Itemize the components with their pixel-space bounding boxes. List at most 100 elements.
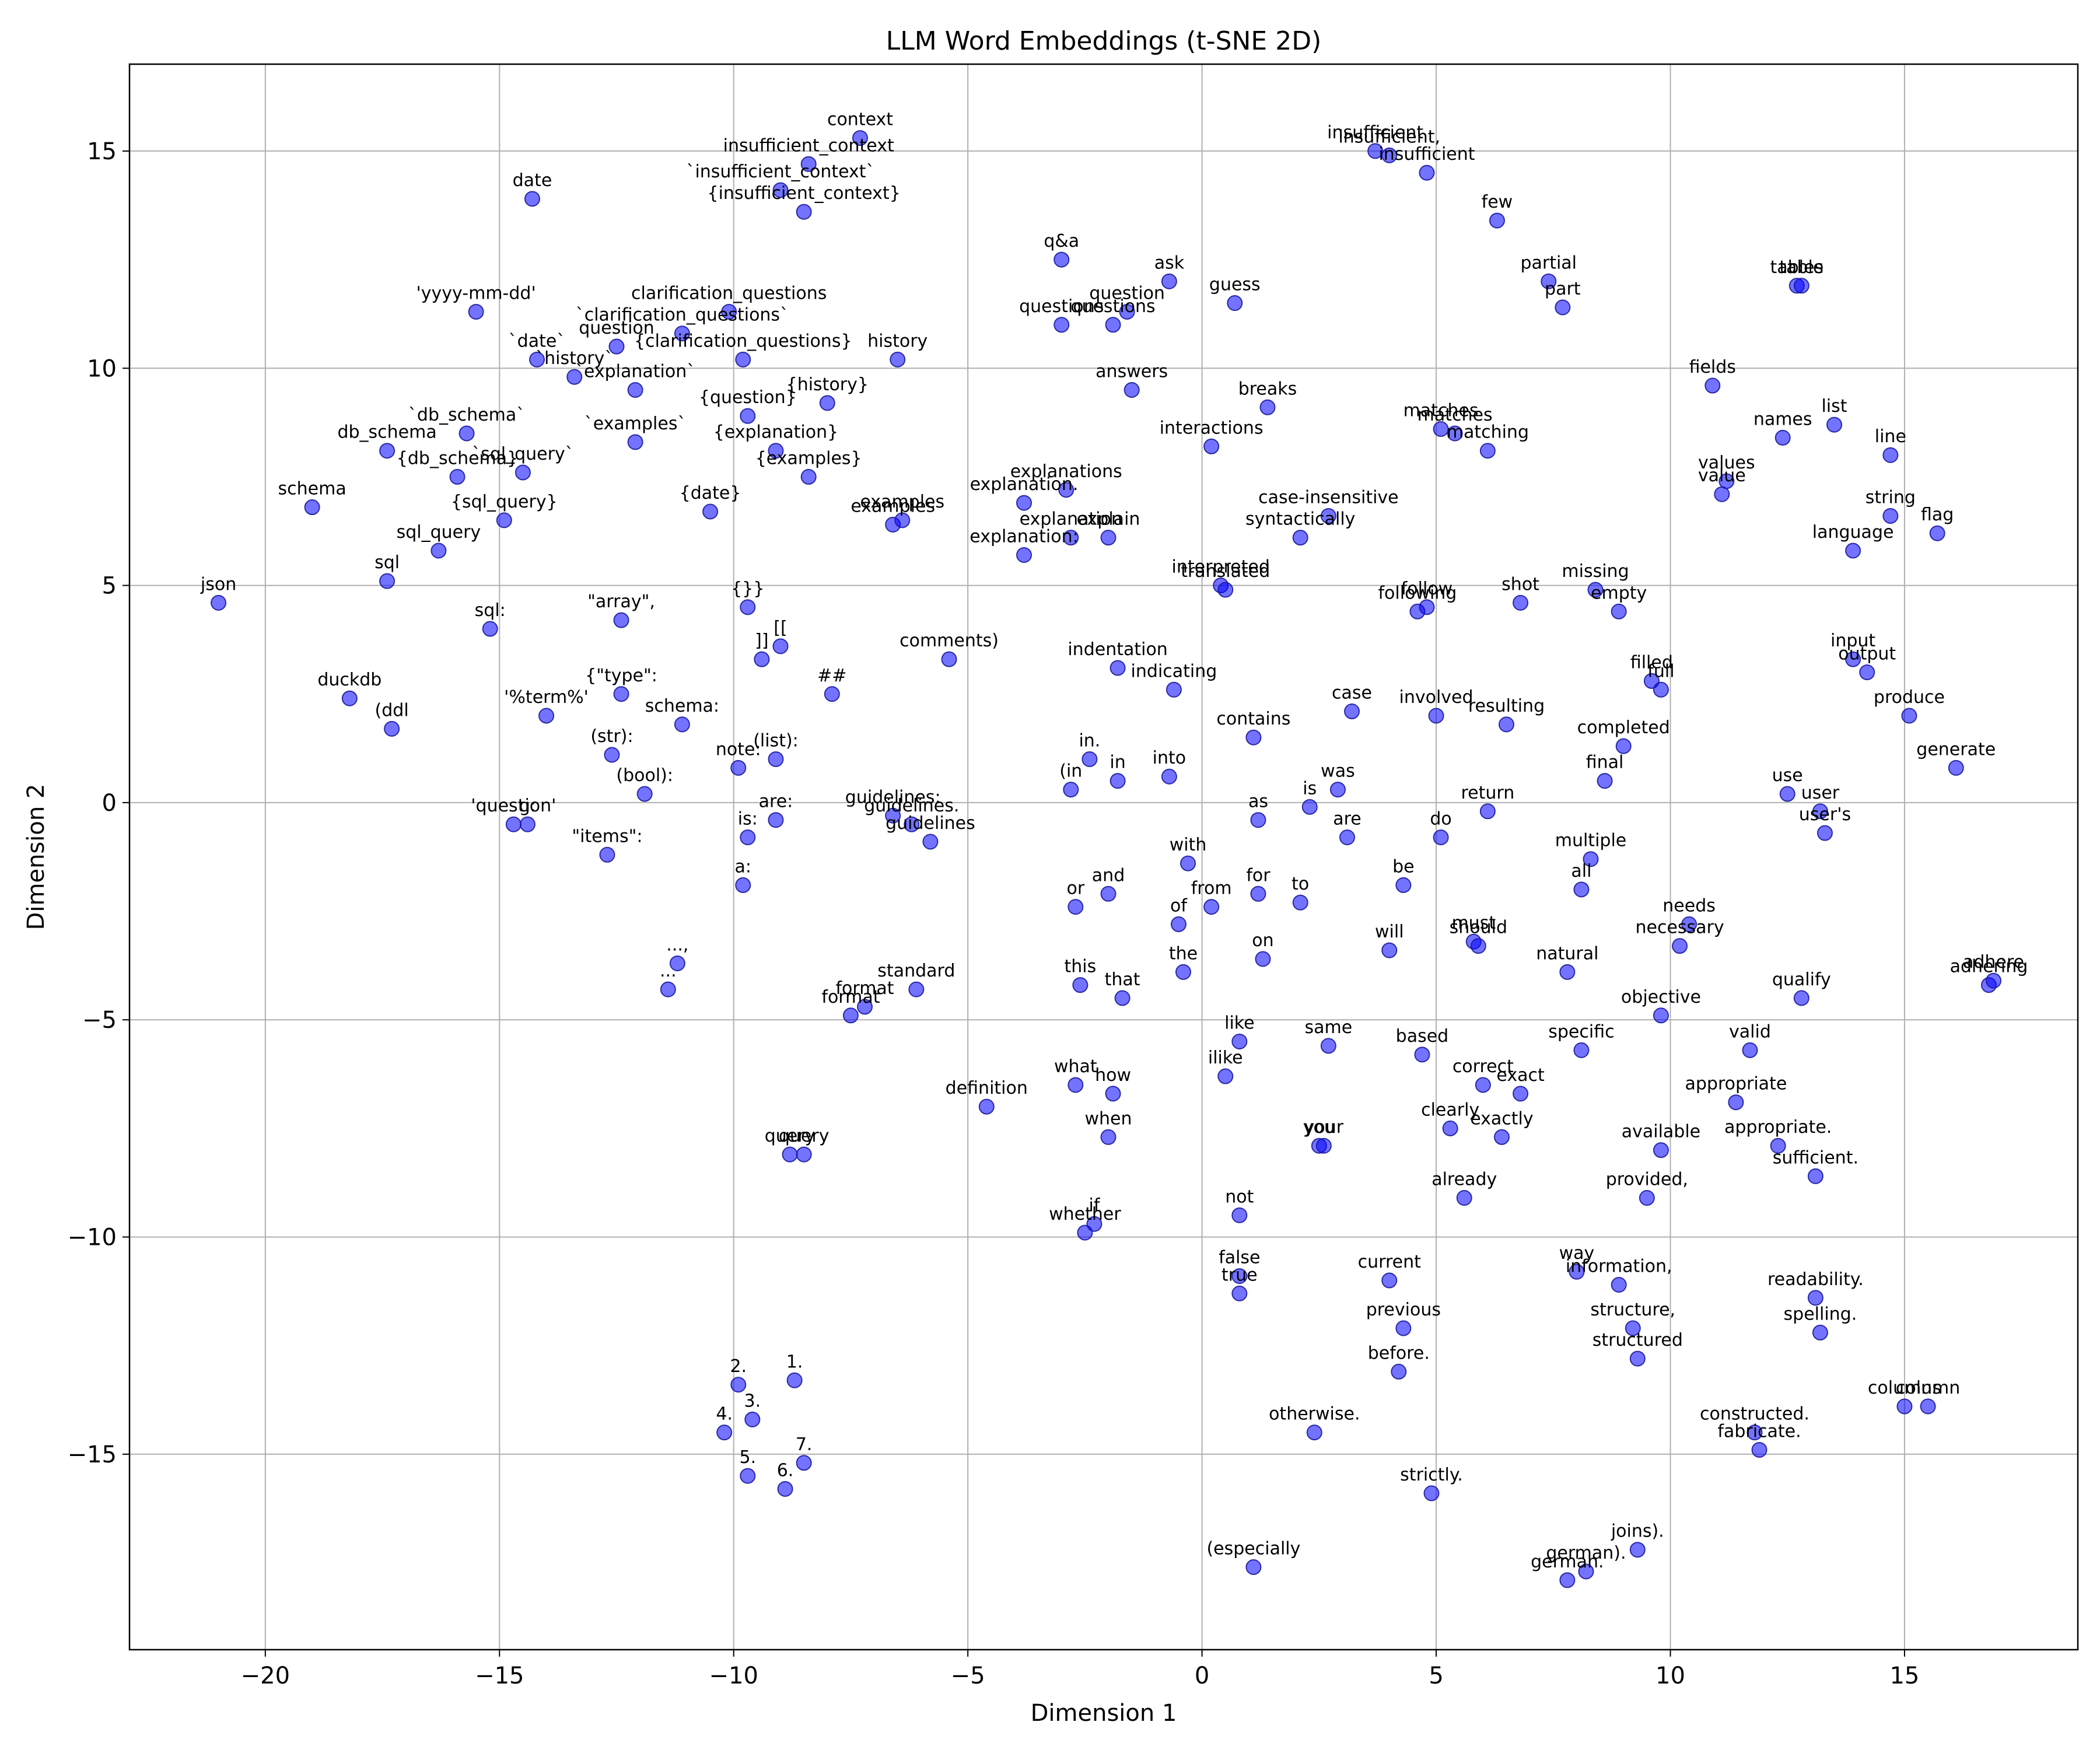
point-label: `sql_query`: [472, 444, 574, 464]
grid-lines: [130, 64, 2078, 1650]
data-point: [211, 594, 227, 611]
data-point: [978, 1098, 995, 1115]
point-label: multiple: [1555, 831, 1627, 851]
data-point: [1714, 486, 1730, 502]
point-label: `clarification_questions`: [576, 305, 789, 326]
data-point: [1016, 495, 1032, 511]
point-label: matching: [1447, 422, 1529, 443]
point-label: needs: [1662, 895, 1716, 916]
data-point: [772, 638, 789, 654]
point-label: be: [1392, 856, 1415, 877]
point-label: resulting: [1468, 696, 1545, 716]
data-point: [1489, 212, 1505, 229]
data-point: [1629, 1350, 1646, 1367]
data-point: [735, 351, 751, 368]
point-label: case-insensitive: [1258, 487, 1399, 508]
point-label: input: [1831, 631, 1875, 651]
data-point: [1231, 1285, 1248, 1301]
data-point: [1793, 990, 1810, 1006]
point-label: "items":: [572, 826, 642, 846]
point-label: {sql_query}: [451, 492, 558, 512]
point-label: db_schema: [337, 422, 436, 443]
point-label: insufficient_context: [723, 135, 894, 156]
data-point: [1161, 273, 1177, 289]
point-label: should: [1450, 918, 1507, 938]
data-point: [1774, 429, 1791, 446]
point-label: translated: [1181, 561, 1270, 582]
point-label: in.: [1079, 730, 1100, 751]
data-point: [608, 338, 625, 355]
data-point: [730, 760, 747, 776]
point-label: is:: [738, 808, 758, 829]
point-label: indicating: [1131, 661, 1217, 681]
point-label: objective: [1621, 987, 1701, 1007]
data-point: [1419, 599, 1435, 615]
data-point: [1395, 877, 1412, 893]
data-point: [768, 812, 784, 828]
data-point: [1428, 708, 1444, 724]
point-label: return: [1461, 783, 1514, 803]
point-label: same: [1305, 1017, 1353, 1038]
point-label: indentation: [1068, 639, 1167, 660]
point-label: spelling.: [1784, 1304, 1857, 1324]
data-point: [538, 708, 555, 724]
data-point: [941, 651, 957, 667]
data-point: [922, 834, 939, 850]
point-label: the: [1169, 943, 1198, 964]
point-label: {clarification_questions}: [634, 331, 852, 351]
data-point: [1672, 938, 1688, 954]
point-label: syntactically: [1245, 509, 1355, 530]
data-point: [1479, 803, 1496, 820]
point-label: 5.: [739, 1447, 756, 1468]
point-label: german.: [1531, 1552, 1604, 1572]
point-label: column: [1896, 1378, 1960, 1398]
point-label: clearly: [1421, 1100, 1479, 1120]
data-point: [1166, 681, 1182, 698]
data-point: [1826, 416, 1842, 433]
point-label: questions: [1019, 296, 1104, 317]
data-point: [1110, 773, 1126, 789]
data-point: [1423, 1485, 1440, 1502]
data-point: [1611, 603, 1627, 620]
point-label: into: [1153, 748, 1186, 768]
data-point: [660, 981, 676, 998]
data-point: [1255, 951, 1271, 967]
data-point: [496, 512, 512, 528]
point-label: on: [1252, 930, 1273, 951]
point-label: context: [827, 110, 893, 130]
data-point: [519, 816, 536, 832]
data-point: [1812, 803, 1828, 820]
data-point: [1058, 482, 1074, 498]
point-label: necessary: [1635, 918, 1724, 938]
data-point: [1119, 303, 1135, 320]
point-label: correct: [1452, 1056, 1514, 1077]
point-label: json: [200, 574, 236, 594]
data-point: [1367, 143, 1384, 159]
data-point: [1728, 1094, 1744, 1111]
point-label: constructed.: [1700, 1404, 1810, 1424]
point-label: and: [1092, 865, 1125, 886]
point-label: 1.: [786, 1352, 803, 1372]
data-point: [1475, 1077, 1491, 1093]
data-point: [430, 542, 447, 559]
point-label: language: [1812, 522, 1894, 542]
point-label: query: [779, 1126, 830, 1146]
point-label: like: [1224, 1013, 1254, 1033]
point-label: `explanation`: [575, 361, 695, 382]
point-label: 'question': [471, 796, 556, 816]
point-label: exact: [1496, 1065, 1545, 1086]
point-label: line: [1875, 426, 1906, 447]
point-label: schema:: [645, 696, 719, 716]
point-label: ...: [660, 961, 677, 981]
data-point: [1456, 1190, 1472, 1206]
y-tick-label: −5: [82, 1007, 117, 1034]
data-points: [211, 130, 2001, 1588]
point-label: explanations: [1010, 461, 1122, 482]
data-point: [894, 512, 911, 528]
x-tick-label: 5: [1429, 1662, 1443, 1689]
data-point: [1611, 1276, 1627, 1293]
point-label: shot: [1502, 574, 1539, 594]
data-point: [1882, 447, 1899, 463]
data-point: [1180, 855, 1196, 872]
point-label: adhering: [1950, 957, 2028, 977]
